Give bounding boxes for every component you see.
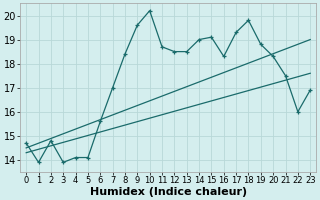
X-axis label: Humidex (Indice chaleur): Humidex (Indice chaleur) (90, 187, 247, 197)
